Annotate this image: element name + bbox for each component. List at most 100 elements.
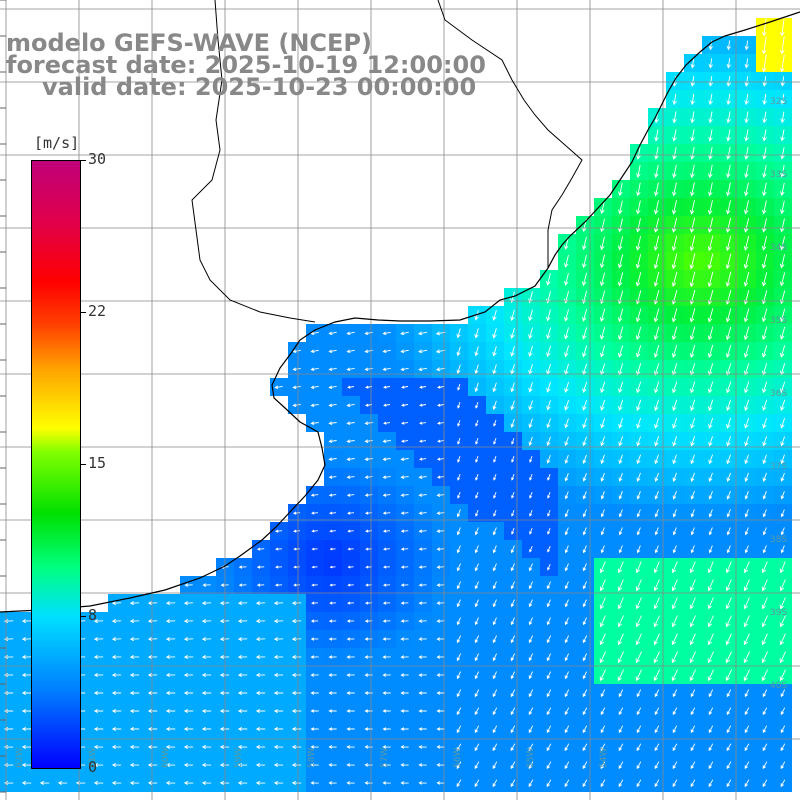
wind-arrow [492, 545, 497, 554]
wind-arrow [291, 709, 302, 713]
wind-arrow [346, 763, 355, 767]
wind-arrow [528, 761, 534, 770]
wind-arrow [237, 762, 248, 767]
wind-arrow [382, 637, 391, 641]
wind-arrow [600, 218, 605, 233]
wind-arrow [328, 619, 337, 623]
wind-arrow [510, 345, 515, 357]
wind-arrow [165, 780, 176, 785]
wind-arrow [474, 653, 480, 662]
wind-arrow [529, 491, 533, 499]
colorbar [31, 160, 81, 769]
wind-arrow [708, 725, 714, 734]
wind-arrow [564, 563, 569, 572]
wind-arrow [618, 725, 624, 734]
wind-arrow [291, 762, 302, 767]
wind-arrow [546, 273, 551, 286]
wind-arrow [762, 93, 767, 106]
wind-arrow [599, 633, 606, 646]
wind-arrow [636, 381, 642, 394]
wind-arrow [672, 454, 678, 465]
wind-arrow [510, 671, 516, 680]
wind-arrow [238, 583, 247, 587]
wind-arrow [707, 271, 714, 288]
wind-arrow [726, 111, 731, 124]
wind-arrow [492, 581, 497, 590]
wind-arrow [347, 529, 354, 533]
wind-arrow [690, 417, 696, 429]
wind-arrow [743, 344, 750, 358]
wind-arrow [475, 419, 479, 427]
wind-arrow [636, 509, 641, 518]
wind-arrow [653, 200, 659, 215]
wind-arrow [347, 547, 354, 551]
wind-arrow [743, 326, 750, 341]
wind-arrow [546, 707, 552, 716]
wind-arrow [347, 511, 355, 515]
lat-label: 33S [770, 170, 787, 180]
wind-arrow [382, 763, 391, 767]
colorbar-tick-mark [80, 464, 86, 465]
wind-arrow [492, 599, 497, 608]
colorbar-tick-mark [80, 616, 86, 617]
wind-arrow [274, 385, 283, 390]
wind-arrow [564, 400, 570, 411]
wind-arrow [546, 309, 551, 322]
wind-arrow [672, 761, 678, 770]
wind-arrow [582, 743, 588, 752]
wind-arrow [347, 565, 354, 569]
wind-arrow [347, 385, 355, 389]
wind-arrow [165, 601, 176, 606]
wind-arrow [654, 454, 660, 465]
wind-arrow [418, 655, 427, 659]
wind-arrow [636, 689, 642, 698]
wind-arrow [707, 579, 714, 592]
wind-arrow [528, 345, 533, 358]
lon-label: 56W [453, 748, 463, 768]
wind-arrow [201, 637, 212, 642]
wind-arrow [346, 493, 355, 497]
wind-arrow [654, 527, 659, 536]
wind-arrow [546, 327, 552, 340]
wind-arrow [418, 601, 427, 605]
lat-label: 36S [770, 389, 787, 399]
wind-arrow [564, 327, 570, 340]
border-river [191, 0, 583, 323]
wind-arrow [707, 651, 715, 664]
wind-arrow [653, 633, 660, 646]
wind-arrow [474, 346, 479, 357]
wind-arrow [165, 655, 176, 660]
wind-arrow [436, 763, 445, 767]
wind-arrow [582, 761, 588, 770]
wind-arrow [129, 762, 140, 767]
wind-arrow [310, 691, 319, 695]
wind-arrow [636, 779, 642, 788]
wind-arrow [364, 673, 373, 677]
wind-arrow [418, 781, 427, 785]
wind-arrow [707, 217, 714, 234]
wind-arrow [708, 436, 714, 447]
wind-arrow [726, 490, 731, 500]
wind-arrow [636, 399, 642, 412]
wind-arrow [255, 780, 266, 785]
lat-label: 37S [770, 462, 787, 472]
wind-arrow [707, 308, 714, 323]
wind-arrow [111, 744, 122, 749]
wind-arrow [528, 653, 534, 662]
wind-arrow [546, 381, 551, 393]
wind-arrow [346, 619, 355, 623]
wind-arrow [744, 381, 750, 394]
wind-arrow [744, 111, 749, 124]
wind-arrow [600, 527, 605, 536]
wind-arrow [493, 437, 497, 445]
wind-arrow [762, 436, 768, 447]
wind-arrow [382, 745, 391, 749]
wind-arrow [474, 527, 479, 536]
wind-arrow [744, 417, 750, 429]
wind-arrow [457, 491, 461, 499]
wind-arrow [273, 637, 284, 642]
wind-arrow [311, 601, 319, 605]
wind-arrow [672, 743, 678, 752]
wind-arrow [492, 761, 498, 770]
